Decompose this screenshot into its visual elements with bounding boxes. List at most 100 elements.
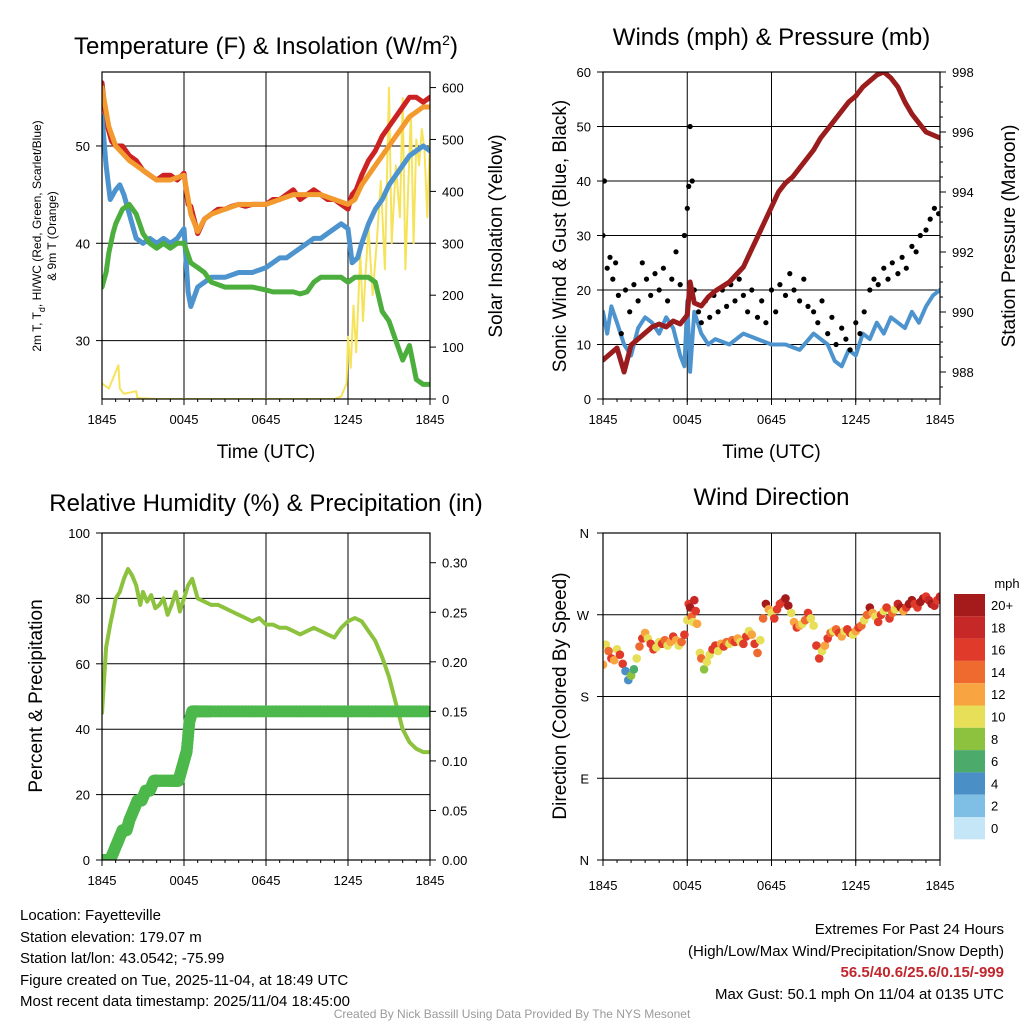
speed-legend-swatch <box>954 794 985 817</box>
gust-point <box>635 298 641 304</box>
panel-3-border <box>101 532 431 861</box>
direction-point <box>615 650 625 659</box>
panel-2-ytick-right-label: 988 <box>952 365 974 380</box>
gust-point <box>777 282 783 288</box>
gust-point <box>607 254 613 260</box>
panel-2-title: Winds (mph) & Pressure (mb) <box>613 24 930 51</box>
panel-1-ylabel-right: Solar Insolation (Yellow) <box>486 134 507 337</box>
direction-point <box>699 665 709 674</box>
direction-point <box>609 655 619 665</box>
panel-1-xtick-label: 1245 <box>334 412 363 427</box>
gust-point <box>909 243 915 249</box>
gust-point <box>686 183 692 189</box>
panel-4-border <box>602 532 941 861</box>
speed-legend-label: 20+ <box>991 598 1013 613</box>
speed-legend-swatch <box>954 616 985 639</box>
direction-point <box>753 648 762 658</box>
panel-1-xlabel: Time (UTC) <box>217 442 316 463</box>
panel-4-ytick-label: N <box>580 853 589 868</box>
gust-point <box>669 276 675 282</box>
gust-point <box>740 292 747 298</box>
speed-legend-swatch <box>954 705 985 728</box>
speed-legend-label: 18 <box>991 620 1005 635</box>
panel-3-ylabel: Percent & Precipitation <box>26 599 47 792</box>
panel-4-ylabel: Direction (Colored By Speed) <box>550 572 571 819</box>
gust-point <box>843 336 849 342</box>
gust-point <box>677 282 683 288</box>
gust-point <box>768 287 775 293</box>
gust-point <box>833 341 839 348</box>
gust-point <box>603 232 606 239</box>
panel-1-title-sup: 2 <box>442 32 450 48</box>
panel-4-ytick-label: S <box>580 690 589 705</box>
direction-point <box>814 654 824 663</box>
direction-point <box>873 617 883 627</box>
panel-2-ytick-right-label: 992 <box>952 245 974 260</box>
panel-3-xtick-label: 0645 <box>252 873 281 888</box>
speed-legend-swatch <box>954 817 985 840</box>
gust-point <box>695 309 702 315</box>
direction-point <box>632 654 641 663</box>
panel-1-ytick-label: 40 <box>76 236 90 251</box>
panel-2-xlabel: Time (UTC) <box>722 442 821 463</box>
direction-point <box>691 606 700 616</box>
panel-2-ytick-right-label: 994 <box>952 185 974 200</box>
gust-point <box>913 249 919 255</box>
direction-point <box>680 630 689 639</box>
panel-2-ytick-label: 50 <box>577 120 591 135</box>
gust-point <box>724 303 730 309</box>
gust-point <box>631 282 637 288</box>
speed-legend-title: mph <box>994 576 1019 591</box>
speed-legend-label: 16 <box>991 643 1005 658</box>
gust-point <box>917 232 923 239</box>
gust-point <box>681 232 688 239</box>
direction-point <box>629 665 639 674</box>
direction-point <box>618 659 627 669</box>
gust-point <box>923 227 929 233</box>
direction-point <box>784 601 793 610</box>
gust-point <box>643 276 650 282</box>
speed-legend-label: 2 <box>991 799 998 814</box>
panel-1-ylabel-b: , HI/WC (Red, Green, Scarlet/Blue) <box>30 120 44 307</box>
panel-4-xtick-label: 1245 <box>841 878 870 893</box>
panel-4-ytick-label: W <box>577 608 590 623</box>
panel-1-ytick-label: 50 <box>76 139 90 154</box>
direction-point <box>786 608 796 618</box>
gust-point <box>927 216 933 222</box>
speed-legend-swatch <box>954 638 985 661</box>
panel-2-ytick-right-label: 996 <box>952 125 974 140</box>
panel-2-border <box>602 71 941 400</box>
panel-4-xtick-label: 1845 <box>926 878 955 893</box>
panel-3-ytick-label: 100 <box>68 526 90 541</box>
panel-2-ytick-label: 40 <box>577 174 591 189</box>
speed-legend-swatch <box>954 772 985 795</box>
gust-point <box>604 265 610 271</box>
gust-point <box>732 298 738 304</box>
direction-point <box>713 646 723 656</box>
panel-2-ylabel-left: Sonic Wind & Gust (Blue, Black) <box>550 100 571 372</box>
panel-2-xtick-label: 0045 <box>673 412 702 427</box>
panel-2-ytick-label: 30 <box>577 229 591 244</box>
gust-point <box>889 260 895 266</box>
gust-point <box>839 325 845 331</box>
speed-legend-label: 0 <box>991 821 998 836</box>
panel-3-ytick-right-label: 0.10 <box>442 754 467 769</box>
extremes-subtitle: (High/Low/Max Wind/Precipitation/Snow De… <box>688 942 1004 960</box>
direction-point <box>603 660 608 669</box>
panel-1-title-main: Temperature (F) & Insolation (W/m <box>74 33 442 60</box>
speed-legend-label: 8 <box>991 732 998 747</box>
gust-point <box>899 254 905 260</box>
pressure-series <box>603 72 940 375</box>
panel-1-ytick-right-label: 600 <box>442 81 464 96</box>
gust-point <box>618 331 624 337</box>
gust-point <box>791 287 797 293</box>
gust-point <box>627 309 633 315</box>
panel-1-title-end: ) <box>450 33 458 60</box>
speed-legend-label: 14 <box>991 665 1005 680</box>
direction-point <box>756 635 765 645</box>
location-text: Location: Fayetteville <box>20 907 161 924</box>
gust-point <box>829 314 835 320</box>
gust-point <box>689 178 695 184</box>
speed-legend-swatch <box>954 660 985 684</box>
panel-2-xtick-label: 1245 <box>841 412 870 427</box>
